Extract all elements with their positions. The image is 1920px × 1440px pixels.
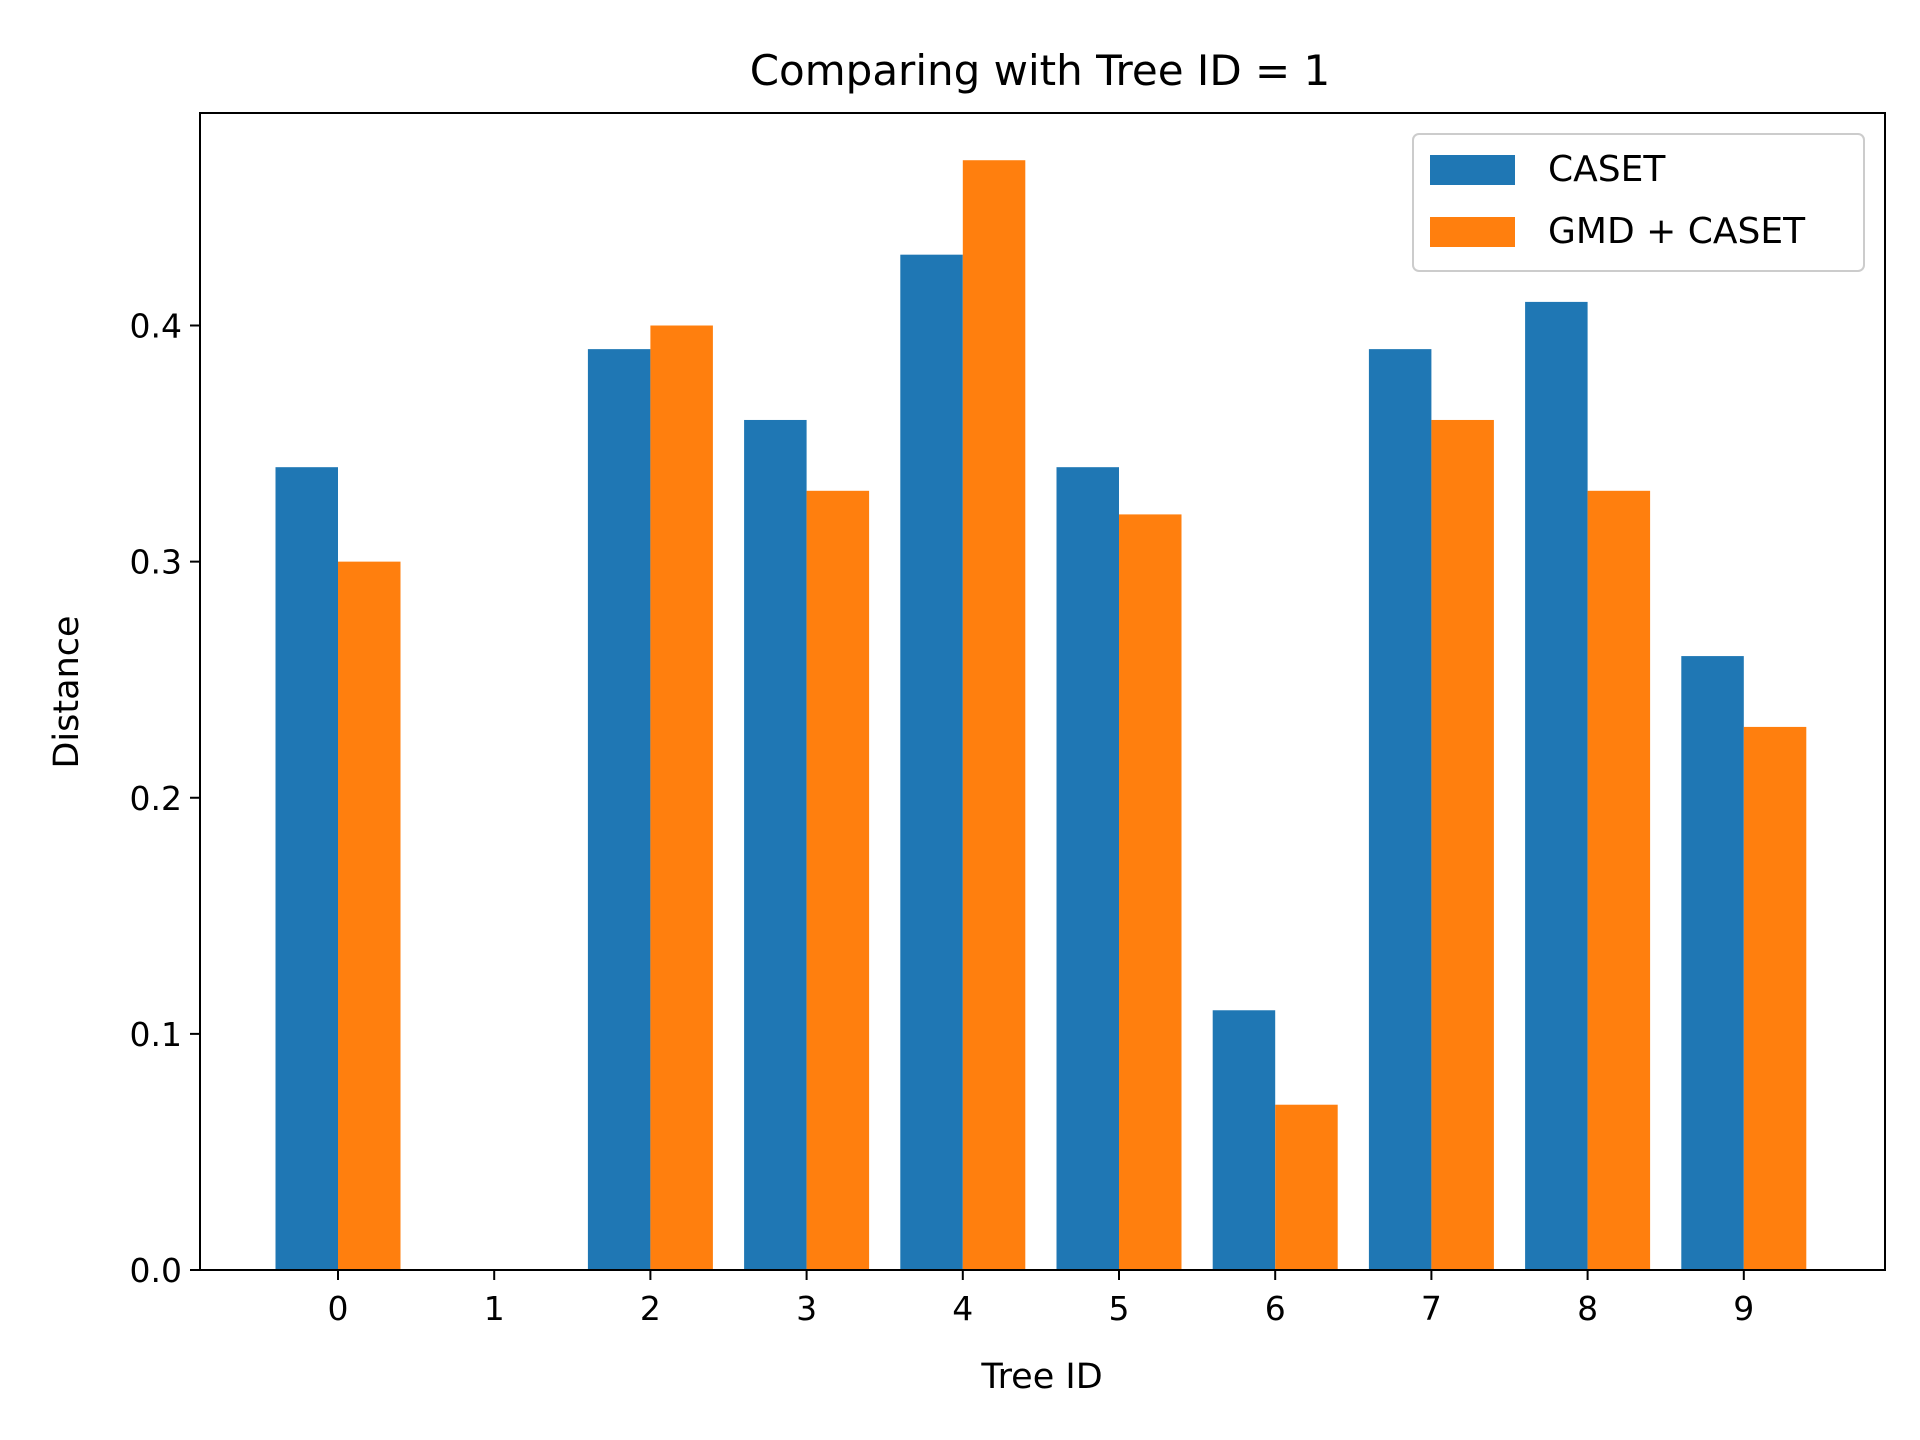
x-tick-label-8: 8 (1577, 1289, 1598, 1328)
x-tick-label-4: 4 (952, 1289, 973, 1328)
bar-gmd-caset-7 (1431, 419, 1494, 1270)
bar-gmd-caset-9 (1743, 726, 1807, 1270)
bar-caset-9 (1681, 656, 1744, 1270)
bar-gmd-caset-0 (338, 561, 401, 1270)
bars-layer (275, 160, 1807, 1271)
y-tick-label-0.4: 0.4 (130, 307, 182, 346)
bar-caset-4 (900, 254, 963, 1270)
bar-caset-5 (1056, 467, 1119, 1270)
plot-frame (199, 112, 1886, 1271)
x-tick-label-7: 7 (1421, 1289, 1442, 1328)
y-tick-label-0.2: 0.2 (130, 779, 182, 818)
legend-label-caset: CASET (1548, 149, 1666, 190)
y-tick-label-0.3: 0.3 (130, 543, 182, 582)
x-tick-label-1: 1 (484, 1289, 505, 1328)
legend-swatch-caset (1430, 155, 1515, 185)
bar-caset-8 (1525, 301, 1588, 1270)
y-tick-label-0.1: 0.1 (130, 1015, 182, 1054)
bar-caset-6 (1212, 1010, 1276, 1270)
bar-caset-7 (1368, 349, 1432, 1270)
bar-gmd-caset-8 (1587, 490, 1651, 1271)
x-axis-label: Tree ID (980, 1357, 1102, 1397)
x-tick-label-3: 3 (796, 1289, 817, 1328)
bar-gmd-caset-4 (962, 160, 1026, 1270)
y-tick-label-0.0: 0.0 (130, 1251, 182, 1290)
bar-gmd-caset-3 (806, 490, 870, 1271)
bar-caset-2 (587, 349, 651, 1270)
bar-caset-3 (744, 419, 807, 1270)
legend-swatch-gmd-caset (1430, 217, 1515, 247)
legend-box (1412, 133, 1865, 272)
y-axis-label: Distance (47, 615, 87, 768)
bar-caset-0 (275, 467, 338, 1270)
bar-gmd-caset-5 (1119, 514, 1182, 1270)
legend-label-gmd-caset: GMD + CASET (1548, 211, 1806, 252)
legend: CASET GMD + CASET (1412, 133, 1865, 272)
x-tick-label-6: 6 (1265, 1289, 1286, 1328)
x-tick-label-9: 9 (1733, 1289, 1754, 1328)
bar-gmd-caset-2 (650, 325, 713, 1270)
x-tick-label-5: 5 (1109, 1289, 1130, 1328)
y-axis-ticks: 0.0 0.1 0.2 0.3 0.4 (130, 307, 200, 1290)
x-axis-ticks: 0 1 2 3 4 5 6 7 8 9 (328, 1270, 1754, 1328)
x-tick-label-0: 0 (328, 1289, 349, 1328)
x-tick-label-2: 2 (640, 1289, 661, 1328)
bar-gmd-caset-6 (1275, 1104, 1338, 1270)
chart-title: Comparing with Tree ID = 1 (750, 46, 1331, 95)
